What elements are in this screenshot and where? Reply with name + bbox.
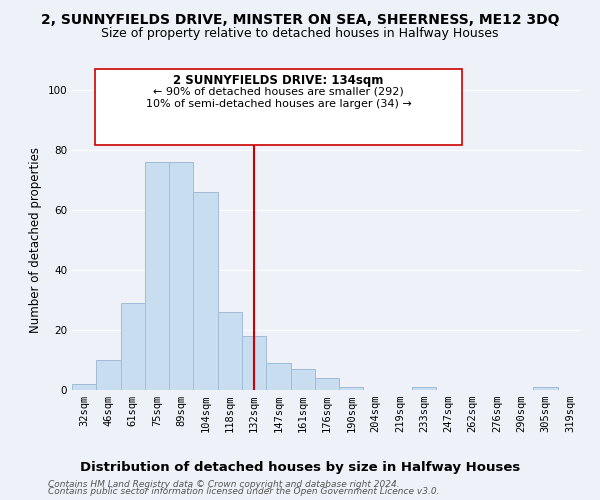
Text: Distribution of detached houses by size in Halfway Houses: Distribution of detached houses by size … xyxy=(80,461,520,474)
Bar xyxy=(533,387,558,390)
Bar xyxy=(290,369,315,390)
Bar xyxy=(72,384,96,390)
Bar xyxy=(193,192,218,390)
Bar xyxy=(412,387,436,390)
Text: 10% of semi-detached houses are larger (34) →: 10% of semi-detached houses are larger (… xyxy=(146,99,412,109)
Text: Size of property relative to detached houses in Halfway Houses: Size of property relative to detached ho… xyxy=(101,28,499,40)
Bar xyxy=(266,363,290,390)
Text: ← 90% of detached houses are smaller (292): ← 90% of detached houses are smaller (29… xyxy=(153,87,404,97)
Bar xyxy=(339,387,364,390)
Bar xyxy=(218,312,242,390)
Bar xyxy=(96,360,121,390)
Bar xyxy=(169,162,193,390)
Bar xyxy=(145,162,169,390)
Text: Contains public sector information licensed under the Open Government Licence v3: Contains public sector information licen… xyxy=(48,487,439,496)
Bar xyxy=(315,378,339,390)
Bar xyxy=(242,336,266,390)
Text: 2 SUNNYFIELDS DRIVE: 134sqm: 2 SUNNYFIELDS DRIVE: 134sqm xyxy=(173,74,383,87)
Text: Contains HM Land Registry data © Crown copyright and database right 2024.: Contains HM Land Registry data © Crown c… xyxy=(48,480,400,489)
Y-axis label: Number of detached properties: Number of detached properties xyxy=(29,147,42,333)
Text: 2, SUNNYFIELDS DRIVE, MINSTER ON SEA, SHEERNESS, ME12 3DQ: 2, SUNNYFIELDS DRIVE, MINSTER ON SEA, SH… xyxy=(41,12,559,26)
Bar xyxy=(121,303,145,390)
